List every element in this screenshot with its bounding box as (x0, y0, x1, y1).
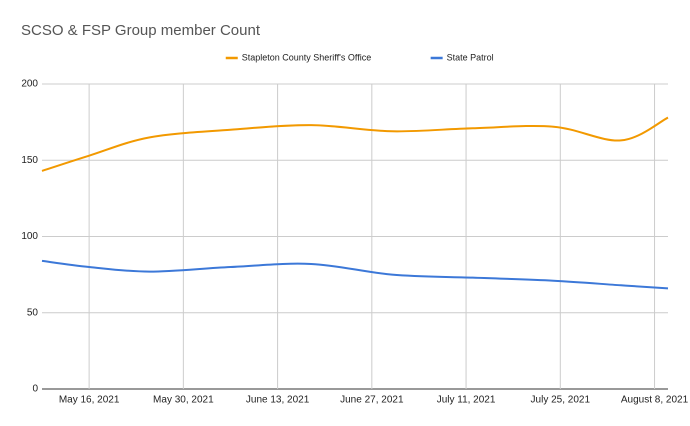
series-line (41, 116, 669, 172)
x-tick-label: July 11, 2021 (437, 395, 496, 406)
legend-label: Stapleton County Sheriff's Office (242, 52, 371, 62)
x-tick-label: June 13, 2021 (246, 395, 310, 406)
x-tick-label: May 30, 2021 (153, 395, 214, 406)
y-tick-label: 150 (21, 155, 38, 166)
y-tick-label: 200 (21, 79, 38, 90)
legend-label: State Patrol (447, 52, 494, 62)
x-tick-label: August 8, 2021 (621, 395, 689, 406)
x-tick-label: July 25, 2021 (531, 395, 591, 406)
y-tick-label: 0 (32, 384, 38, 395)
x-tick-label: May 16, 2021 (59, 395, 120, 406)
x-tick-label: June 27, 2021 (340, 395, 404, 406)
y-tick-label: 100 (21, 231, 38, 242)
y-tick-label: 50 (27, 307, 39, 318)
chart-title: SCSO & FSP Group member Count (21, 22, 261, 39)
series-line (41, 259, 669, 290)
